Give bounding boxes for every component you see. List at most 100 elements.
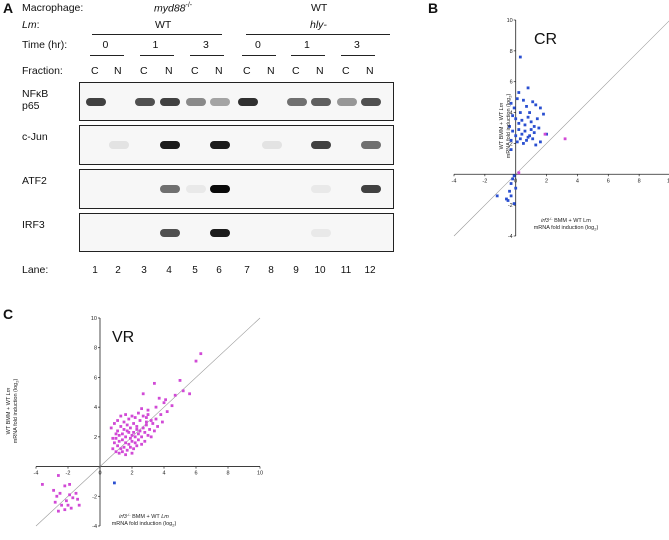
blot-band bbox=[262, 141, 282, 149]
data-point bbox=[121, 438, 124, 442]
data-point bbox=[520, 118, 524, 122]
data-point bbox=[165, 410, 169, 413]
x-tick-label: -4 bbox=[34, 471, 39, 477]
fraction-value: N bbox=[114, 65, 122, 77]
y-tick-label: 8 bbox=[94, 346, 97, 352]
data-point bbox=[153, 429, 156, 433]
data-point bbox=[522, 142, 525, 145]
data-point bbox=[531, 137, 535, 141]
x-tick-label: 2 bbox=[545, 178, 548, 184]
blot-band bbox=[311, 185, 331, 193]
data-point bbox=[505, 197, 508, 201]
data-point bbox=[129, 445, 132, 449]
data-point bbox=[526, 135, 530, 139]
data-point bbox=[526, 115, 530, 119]
time-value: 1 bbox=[304, 39, 310, 51]
data-point bbox=[133, 416, 137, 419]
time-value: 1 bbox=[152, 39, 159, 51]
y-tick-label: -2 bbox=[92, 494, 97, 500]
data-point bbox=[71, 496, 75, 500]
x-tick-label: 2 bbox=[130, 471, 133, 477]
y-tick-label: 8 bbox=[510, 49, 513, 55]
data-point bbox=[122, 428, 126, 431]
data-point bbox=[58, 491, 62, 495]
lm-label: Lm: bbox=[22, 19, 40, 31]
data-point bbox=[523, 129, 527, 133]
data-point bbox=[113, 441, 116, 445]
data-point bbox=[535, 117, 539, 121]
data-point bbox=[509, 138, 513, 142]
time-value: 3 bbox=[354, 39, 360, 51]
fraction-value: N bbox=[366, 65, 374, 77]
time-underline bbox=[139, 55, 174, 56]
data-point bbox=[117, 451, 121, 455]
lane-number: 4 bbox=[166, 265, 172, 276]
x-tick-label: 6 bbox=[607, 178, 610, 184]
data-point bbox=[526, 86, 530, 90]
data-point bbox=[514, 134, 518, 138]
data-point bbox=[517, 91, 521, 94]
data-point bbox=[545, 132, 548, 136]
y-tick-label: 4 bbox=[510, 111, 513, 117]
data-point bbox=[181, 389, 185, 393]
data-point bbox=[512, 106, 516, 110]
data-point bbox=[129, 436, 132, 440]
data-point bbox=[53, 500, 57, 504]
data-point bbox=[132, 422, 135, 425]
data-point bbox=[154, 417, 158, 421]
data-point bbox=[148, 428, 151, 431]
data-point bbox=[122, 445, 126, 449]
data-point bbox=[157, 396, 161, 400]
data-point bbox=[532, 125, 536, 128]
time-underline bbox=[190, 55, 224, 56]
blot-band bbox=[210, 185, 230, 193]
data-point bbox=[130, 414, 134, 418]
data-point bbox=[63, 484, 67, 488]
macrophage-group1: myd88-/- bbox=[154, 2, 193, 15]
data-point bbox=[141, 414, 145, 418]
fraction-value: N bbox=[316, 65, 324, 77]
blot-band bbox=[287, 97, 307, 106]
data-point bbox=[542, 112, 545, 116]
x-axis-label: irf3-/- BMM + WT Lm mRNA fold induction (… bbox=[534, 216, 599, 232]
data-point bbox=[146, 413, 150, 416]
fraction-value: C bbox=[292, 65, 300, 77]
data-point bbox=[114, 436, 118, 440]
data-point bbox=[143, 439, 147, 443]
data-point bbox=[137, 411, 140, 415]
data-point bbox=[515, 140, 519, 144]
data-point bbox=[563, 137, 567, 141]
lm-group1-underline bbox=[92, 34, 222, 35]
data-point bbox=[514, 117, 518, 121]
data-point bbox=[199, 352, 203, 356]
data-point bbox=[511, 114, 515, 118]
data-point bbox=[117, 439, 121, 443]
data-point bbox=[143, 431, 147, 434]
time-underline bbox=[89, 55, 124, 56]
data-point bbox=[129, 426, 132, 430]
data-point bbox=[531, 100, 535, 104]
data-point bbox=[534, 143, 538, 147]
data-point bbox=[153, 381, 156, 385]
data-point bbox=[506, 199, 510, 202]
data-point bbox=[74, 491, 78, 495]
data-point bbox=[69, 506, 73, 510]
data-point bbox=[512, 174, 516, 178]
y-tick-label: 10 bbox=[91, 316, 97, 322]
data-point bbox=[151, 422, 155, 425]
data-point bbox=[111, 447, 115, 451]
blot-label: c-Jun bbox=[22, 131, 48, 143]
data-point bbox=[138, 419, 142, 422]
data-point bbox=[518, 111, 522, 114]
data-point bbox=[532, 131, 536, 135]
y-tick-label: 10 bbox=[507, 18, 513, 24]
lm-group1: WT bbox=[155, 19, 172, 31]
data-point bbox=[65, 499, 68, 503]
data-point bbox=[154, 405, 158, 409]
blot-band bbox=[311, 97, 331, 106]
data-point bbox=[162, 401, 166, 405]
diagonal-line bbox=[453, 20, 669, 237]
data-point bbox=[116, 419, 119, 422]
scatter-chart-cr: -4 -2 0 2 4 6 8 10 -4 -2 2 4 6 8 10 CR WT BMM + WT LmmRN… bbox=[452, 18, 669, 240]
data-point bbox=[113, 481, 116, 485]
